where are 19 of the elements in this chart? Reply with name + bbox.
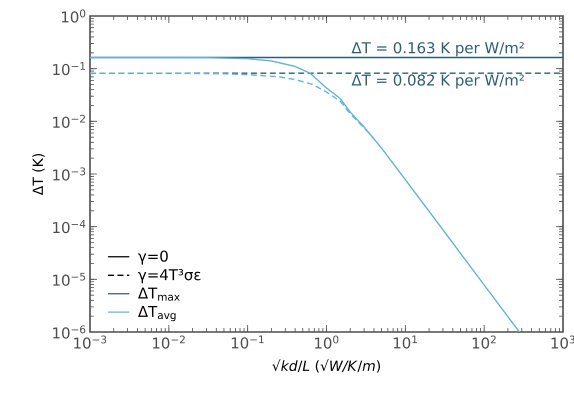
annotation: γ=0 — [138, 250, 168, 265]
x-tick-label: 10$^{−1}$ — [232, 336, 264, 349]
annotation: ΔT = 0.082 K per W/m² — [352, 74, 524, 89]
y-tick-label: 10$^{−1}$ — [53, 62, 86, 76]
annotation: ΔT = 0.163 K per W/m² — [352, 42, 524, 56]
y-tick-label: 10$^{−5}$ — [53, 272, 86, 286]
x-tick-label: 10$^{0}$ — [315, 336, 338, 349]
annotation: γ=4T³σε — [138, 269, 200, 284]
y-axis-title: ΔT (K) — [32, 154, 45, 196]
y-tick-label: 10$^{−4}$ — [53, 220, 86, 234]
x-tick-label: 10$^{−2}$ — [153, 336, 185, 349]
y-tick-label: 10$^{0}$ — [62, 9, 86, 23]
y-tick-label: 10$^{−3}$ — [53, 167, 86, 181]
y-tick-label: 10$^{−2}$ — [53, 114, 85, 128]
text: √kd/L (√W/K/m) — [272, 360, 380, 373]
x-tick-label: 10$^{2}$ — [472, 336, 496, 349]
legend-label: ΔT$_{avg}$ — [138, 306, 176, 322]
x-tick-label: 10$^{1}$ — [394, 336, 417, 349]
legend-label: ΔT$_{max}$ — [138, 288, 180, 301]
